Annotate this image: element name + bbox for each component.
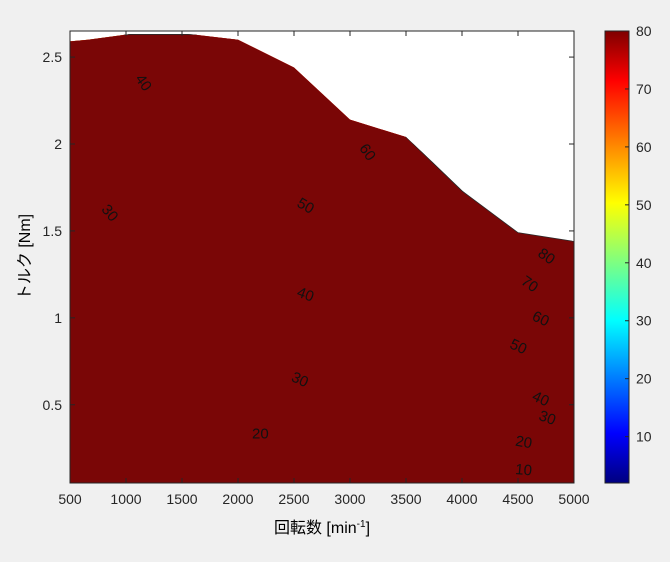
x-tick-label: 4000 xyxy=(446,491,477,507)
x-axis-label-close: ] xyxy=(366,520,370,537)
y-tick-label: 1 xyxy=(54,310,62,326)
colorbar-tick-label: 50 xyxy=(636,197,652,213)
contour-chart: 403060504030208070605040302010 500 1000 15… xyxy=(0,0,670,557)
contour-label: 20 xyxy=(252,425,269,442)
colorbar-tick-label: 60 xyxy=(636,139,652,155)
contour-label: 20 xyxy=(514,433,533,453)
colorbar-tick-label: 30 xyxy=(636,313,652,329)
x-tick-label: 3500 xyxy=(390,491,421,507)
x-tick-label: 5000 xyxy=(558,491,589,507)
x-tick-label: 1000 xyxy=(110,491,141,507)
colorbar-tick-label: 80 xyxy=(636,23,652,39)
contour-figure: 40 30 60 50 40 30 20 80 70 60 50 40 30 20 10 500 1000 15… xyxy=(0,0,670,557)
colorbar-tick-label: 10 xyxy=(636,429,652,445)
x-tick-label: 2500 xyxy=(278,491,309,507)
x-axis-label: 回転数 [min-1] xyxy=(274,519,370,537)
contour-label: 10 xyxy=(515,461,533,479)
y-tick-label: 2.5 xyxy=(43,49,63,65)
colorbar-tick-label: 40 xyxy=(636,255,652,271)
colorbar-tick-label: 20 xyxy=(636,371,652,387)
x-axis-label-main: 回転数 [min xyxy=(274,519,357,537)
x-tick-label: 500 xyxy=(58,491,82,507)
y-tick-label: 2 xyxy=(54,136,62,152)
x-tick-label: 3000 xyxy=(334,491,365,507)
x-tick-label: 4500 xyxy=(502,491,533,507)
colorbar-tick-label: 70 xyxy=(636,81,652,97)
y-tick-label: 0.5 xyxy=(43,397,63,413)
x-tick-label: 1500 xyxy=(166,491,197,507)
colorbar xyxy=(605,31,629,483)
x-tick-label: 2000 xyxy=(222,491,253,507)
y-axis-label: トルク [Nm] xyxy=(16,214,34,300)
y-tick-label: 1.5 xyxy=(43,223,63,239)
